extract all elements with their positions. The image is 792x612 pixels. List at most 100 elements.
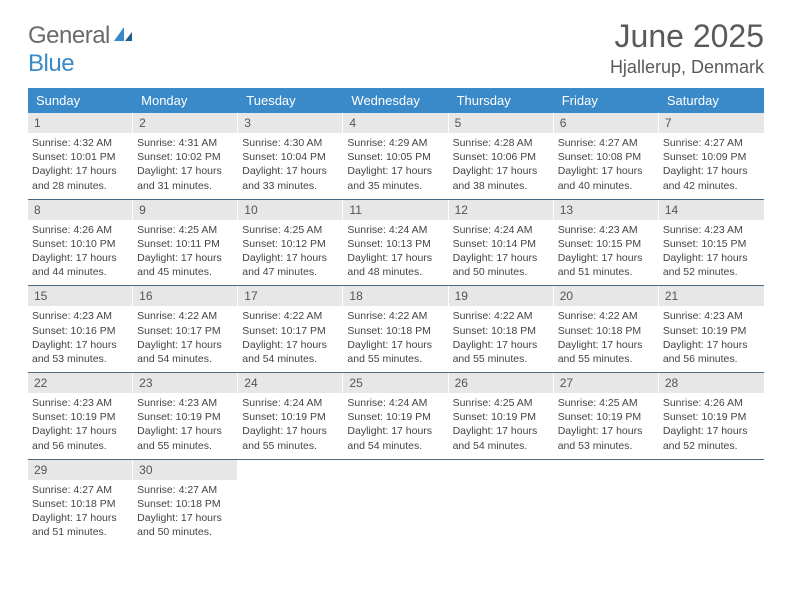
day-number: 22 xyxy=(28,373,133,393)
day-number: 12 xyxy=(449,200,554,220)
calendar-cell: 21Sunrise: 4:23 AMSunset: 10:19 PMDaylig… xyxy=(659,286,764,372)
calendar-cell: 26Sunrise: 4:25 AMSunset: 10:19 PMDaylig… xyxy=(449,373,554,459)
daylight-line: Daylight: 17 hours and 40 minutes. xyxy=(558,164,655,192)
day-info: Sunrise: 4:27 AMSunset: 10:09 PMDaylight… xyxy=(659,133,764,199)
day-number: 14 xyxy=(659,200,764,220)
day-number: 13 xyxy=(554,200,659,220)
sunset-line: Sunset: 10:19 PM xyxy=(242,410,339,424)
sunset-line: Sunset: 10:15 PM xyxy=(663,237,760,251)
sunrise-line: Sunrise: 4:27 AM xyxy=(663,136,760,150)
week-row: 22Sunrise: 4:23 AMSunset: 10:19 PMDaylig… xyxy=(28,373,764,460)
day-number: 8 xyxy=(28,200,133,220)
daylight-line: Daylight: 17 hours and 55 minutes. xyxy=(453,338,550,366)
calendar-cell: 2Sunrise: 4:31 AMSunset: 10:02 PMDayligh… xyxy=(133,113,238,199)
daylight-line: Daylight: 17 hours and 38 minutes. xyxy=(453,164,550,192)
day-number: 9 xyxy=(133,200,238,220)
daylight-line: Daylight: 17 hours and 35 minutes. xyxy=(347,164,444,192)
day-number: 5 xyxy=(449,113,554,133)
week-row: 1Sunrise: 4:32 AMSunset: 10:01 PMDayligh… xyxy=(28,113,764,200)
sunrise-line: Sunrise: 4:26 AM xyxy=(32,223,129,237)
day-number: 24 xyxy=(238,373,343,393)
day-info: Sunrise: 4:23 AMSunset: 10:19 PMDaylight… xyxy=(133,393,238,459)
sunset-line: Sunset: 10:11 PM xyxy=(137,237,234,251)
day-info: Sunrise: 4:27 AMSunset: 10:18 PMDaylight… xyxy=(133,480,238,546)
sunset-line: Sunset: 10:08 PM xyxy=(558,150,655,164)
sunrise-line: Sunrise: 4:25 AM xyxy=(453,396,550,410)
day-header-friday: Friday xyxy=(554,88,659,113)
calendar-cell: 14Sunrise: 4:23 AMSunset: 10:15 PMDaylig… xyxy=(659,200,764,286)
sunset-line: Sunset: 10:19 PM xyxy=(137,410,234,424)
daylight-line: Daylight: 17 hours and 52 minutes. xyxy=(663,251,760,279)
day-number: 10 xyxy=(238,200,343,220)
day-info: Sunrise: 4:25 AMSunset: 10:19 PMDaylight… xyxy=(449,393,554,459)
day-info: Sunrise: 4:27 AMSunset: 10:18 PMDaylight… xyxy=(28,480,133,546)
daylight-line: Daylight: 17 hours and 53 minutes. xyxy=(558,424,655,452)
calendar-cell xyxy=(554,460,659,546)
day-number: 27 xyxy=(554,373,659,393)
sunrise-line: Sunrise: 4:32 AM xyxy=(32,136,129,150)
daylight-line: Daylight: 17 hours and 50 minutes. xyxy=(137,511,234,539)
day-info: Sunrise: 4:24 AMSunset: 10:13 PMDaylight… xyxy=(343,220,448,286)
calendar-cell: 20Sunrise: 4:22 AMSunset: 10:18 PMDaylig… xyxy=(554,286,659,372)
calendar-cell: 18Sunrise: 4:22 AMSunset: 10:18 PMDaylig… xyxy=(343,286,448,372)
day-header-saturday: Saturday xyxy=(659,88,764,113)
sunset-line: Sunset: 10:12 PM xyxy=(242,237,339,251)
day-number: 21 xyxy=(659,286,764,306)
daylight-line: Daylight: 17 hours and 54 minutes. xyxy=(453,424,550,452)
day-header-row: Sunday Monday Tuesday Wednesday Thursday… xyxy=(28,88,764,113)
sunrise-line: Sunrise: 4:26 AM xyxy=(663,396,760,410)
week-row: 29Sunrise: 4:27 AMSunset: 10:18 PMDaylig… xyxy=(28,460,764,546)
sunset-line: Sunset: 10:17 PM xyxy=(242,324,339,338)
sunrise-line: Sunrise: 4:23 AM xyxy=(32,396,129,410)
daylight-line: Daylight: 17 hours and 47 minutes. xyxy=(242,251,339,279)
day-info: Sunrise: 4:27 AMSunset: 10:08 PMDaylight… xyxy=(554,133,659,199)
daylight-line: Daylight: 17 hours and 45 minutes. xyxy=(137,251,234,279)
calendar-cell: 4Sunrise: 4:29 AMSunset: 10:05 PMDayligh… xyxy=(343,113,448,199)
sunset-line: Sunset: 10:19 PM xyxy=(558,410,655,424)
sunrise-line: Sunrise: 4:27 AM xyxy=(137,483,234,497)
calendar-cell: 1Sunrise: 4:32 AMSunset: 10:01 PMDayligh… xyxy=(28,113,133,199)
daylight-line: Daylight: 17 hours and 51 minutes. xyxy=(32,511,129,539)
daylight-line: Daylight: 17 hours and 54 minutes. xyxy=(347,424,444,452)
daylight-line: Daylight: 17 hours and 55 minutes. xyxy=(242,424,339,452)
sunrise-line: Sunrise: 4:24 AM xyxy=(242,396,339,410)
daylight-line: Daylight: 17 hours and 54 minutes. xyxy=(137,338,234,366)
daylight-line: Daylight: 17 hours and 55 minutes. xyxy=(558,338,655,366)
sunset-line: Sunset: 10:16 PM xyxy=(32,324,129,338)
logo-text-general: General xyxy=(28,22,110,49)
day-number: 3 xyxy=(238,113,343,133)
day-info: Sunrise: 4:22 AMSunset: 10:17 PMDaylight… xyxy=(238,306,343,372)
sunset-line: Sunset: 10:18 PM xyxy=(453,324,550,338)
sunrise-line: Sunrise: 4:22 AM xyxy=(558,309,655,323)
sunset-line: Sunset: 10:04 PM xyxy=(242,150,339,164)
calendar-cell: 11Sunrise: 4:24 AMSunset: 10:13 PMDaylig… xyxy=(343,200,448,286)
sunrise-line: Sunrise: 4:22 AM xyxy=(347,309,444,323)
daylight-line: Daylight: 17 hours and 51 minutes. xyxy=(558,251,655,279)
day-number: 28 xyxy=(659,373,764,393)
day-info: Sunrise: 4:25 AMSunset: 10:19 PMDaylight… xyxy=(554,393,659,459)
sunset-line: Sunset: 10:19 PM xyxy=(663,324,760,338)
calendar-cell: 8Sunrise: 4:26 AMSunset: 10:10 PMDayligh… xyxy=(28,200,133,286)
sunset-line: Sunset: 10:18 PM xyxy=(347,324,444,338)
calendar-cell: 25Sunrise: 4:24 AMSunset: 10:19 PMDaylig… xyxy=(343,373,448,459)
day-number: 15 xyxy=(28,286,133,306)
daylight-line: Daylight: 17 hours and 28 minutes. xyxy=(32,164,129,192)
sunset-line: Sunset: 10:18 PM xyxy=(137,497,234,511)
day-info: Sunrise: 4:24 AMSunset: 10:19 PMDaylight… xyxy=(238,393,343,459)
day-info: Sunrise: 4:31 AMSunset: 10:02 PMDaylight… xyxy=(133,133,238,199)
sunrise-line: Sunrise: 4:23 AM xyxy=(137,396,234,410)
weeks-grid: 1Sunrise: 4:32 AMSunset: 10:01 PMDayligh… xyxy=(28,113,764,545)
location: Hjallerup, Denmark xyxy=(610,57,764,78)
calendar-cell: 30Sunrise: 4:27 AMSunset: 10:18 PMDaylig… xyxy=(133,460,238,546)
day-number: 2 xyxy=(133,113,238,133)
day-number: 19 xyxy=(449,286,554,306)
daylight-line: Daylight: 17 hours and 53 minutes. xyxy=(32,338,129,366)
day-number: 11 xyxy=(343,200,448,220)
sunrise-line: Sunrise: 4:23 AM xyxy=(32,309,129,323)
sunrise-line: Sunrise: 4:28 AM xyxy=(453,136,550,150)
day-info: Sunrise: 4:26 AMSunset: 10:10 PMDaylight… xyxy=(28,220,133,286)
day-info: Sunrise: 4:24 AMSunset: 10:14 PMDaylight… xyxy=(449,220,554,286)
sunrise-line: Sunrise: 4:23 AM xyxy=(663,309,760,323)
header: General Blue June 2025 Hjallerup, Denmar… xyxy=(28,18,764,78)
daylight-line: Daylight: 17 hours and 48 minutes. xyxy=(347,251,444,279)
